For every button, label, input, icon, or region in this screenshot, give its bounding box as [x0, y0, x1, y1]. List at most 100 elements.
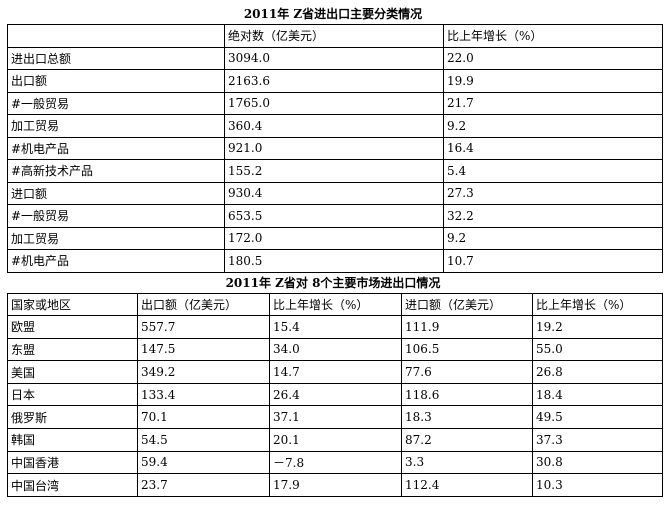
header-cell: 比上年增长（%） — [443, 24, 663, 48]
table-cell: 26.4 — [269, 382, 402, 407]
table-cell: 韩国 — [7, 428, 138, 452]
table-cell: 18.3 — [401, 405, 533, 430]
table-cell: 557.7 — [137, 315, 270, 339]
table-row: 进出口总额 3094.0 22.0 — [7, 46, 663, 70]
table-cell: #一般贸易 — [7, 204, 225, 228]
table-cell: 172.0 — [224, 226, 444, 250]
table-cell: 59.4 — [137, 450, 270, 475]
table-cell: 111.9 — [401, 315, 533, 339]
table-cell: 20.1 — [269, 428, 402, 452]
table-row: #高新技术产品 155.2 5.4 — [7, 159, 663, 183]
table-cell: 出口额 — [7, 69, 225, 93]
table-row: #机电产品 921.0 16.4 — [7, 136, 663, 160]
table-cell: 21.7 — [443, 91, 663, 115]
table-cell: 106.5 — [401, 337, 533, 362]
table-cell: 2163.6 — [224, 69, 444, 93]
table-cell: 中国台湾 — [7, 473, 138, 497]
table-cell: 360.4 — [224, 114, 444, 138]
table-cell: 东盟 — [7, 337, 138, 362]
table-cell: 27.3 — [443, 181, 663, 205]
table-row: 加工贸易 360.4 9.2 — [7, 114, 663, 138]
table-cell: 147.5 — [137, 337, 270, 362]
table-cell: 55.0 — [532, 337, 663, 362]
table2-body: 国家或地区 出口额（亿美元） 比上年增长（%） 进口额（亿美元） 比上年增长（%） 欧盟 5… — [7, 292, 663, 497]
table-cell: 155.2 — [224, 159, 444, 183]
header-cell: 绝对数（亿美元） — [224, 24, 444, 48]
table-cell: 34.0 — [269, 337, 402, 362]
table-cell: 118.6 — [401, 382, 533, 407]
table-cell: 349.2 — [137, 360, 270, 384]
table-cell: 19.9 — [443, 69, 663, 93]
table-row: 进口额 930.4 27.3 — [7, 181, 663, 205]
header-cell: 国家或地区 — [7, 292, 138, 317]
table-cell: 欧盟 — [7, 315, 138, 339]
table-cell: 133.4 — [137, 382, 270, 407]
table-row: 东盟 147.5 34.0 106.5 55.0 — [7, 337, 663, 362]
table-cell: 921.0 — [224, 136, 444, 160]
table-cell: 87.2 — [401, 428, 533, 452]
table-cell: #高新技术产品 — [7, 159, 225, 183]
table-cell: 30.8 — [532, 450, 663, 475]
table-row: 出口额 2163.6 19.9 — [7, 69, 663, 93]
table-cell: 美国 — [7, 360, 138, 384]
header-cell: 比上年增长（%） — [269, 292, 402, 317]
table-row: 俄罗斯 70.1 37.1 18.3 49.5 — [7, 405, 663, 430]
table-cell: 22.0 — [443, 46, 663, 70]
table-cell: 653.5 — [224, 204, 444, 228]
table-cell: 70.1 — [137, 405, 270, 430]
table-cell: 37.1 — [269, 405, 402, 430]
table-row: #一般贸易 1765.0 21.7 — [7, 91, 663, 115]
table-cell: 54.5 — [137, 428, 270, 452]
table-cell: 10.7 — [443, 249, 663, 273]
table-cell: 加工贸易 — [7, 226, 225, 250]
table-row: #机电产品 180.5 10.7 — [7, 249, 663, 273]
table-cell: 16.4 — [443, 136, 663, 160]
table-cell: 17.9 — [269, 473, 402, 497]
table-cell: 26.8 — [532, 360, 663, 384]
table-cell: 14.7 — [269, 360, 402, 384]
table-cell: 3.3 — [401, 450, 533, 475]
table1-title: 2011年 Z省进出口主要分类情况 — [243, 7, 423, 21]
table-cell: 进口额 — [7, 181, 225, 205]
table-cell: 49.5 — [532, 405, 663, 430]
table-cell: 32.2 — [443, 204, 663, 228]
header-cell: 进口额（亿美元） — [401, 292, 533, 317]
table-cell: 日本 — [7, 382, 138, 407]
table2-title: 2011年 Z省对 8个主要市场进出口情况 — [225, 275, 441, 290]
table-cell: 加工贸易 — [7, 114, 225, 138]
table-cell: #机电产品 — [7, 249, 225, 273]
table-cell: 15.4 — [269, 315, 402, 339]
table-cell: 77.6 — [401, 360, 533, 384]
export-import-category-table: 绝对数（亿美元） 比上年增长（%） 进出口总额 3094.0 22.0 出口额 2163.6… — [7, 24, 663, 273]
table-cell: 进出口总额 — [7, 46, 225, 70]
table-cell: 10.3 — [532, 473, 663, 497]
table-cell: 930.4 — [224, 181, 444, 205]
table-row: 欧盟 557.7 15.4 111.9 19.2 — [7, 315, 663, 339]
market-trade-table: 国家或地区 出口额（亿美元） 比上年增长（%） 进口额（亿美元） 比上年增长（%） 欧盟 5… — [7, 292, 663, 497]
header-row: 国家或地区 出口额（亿美元） 比上年增长（%） 进口额（亿美元） 比上年增长（%） — [7, 292, 663, 317]
table-cell: 112.4 — [401, 473, 533, 497]
table-row: 美国 349.2 14.7 77.6 26.8 — [7, 360, 663, 384]
table-cell: #机电产品 — [7, 136, 225, 160]
table-cell: #一般贸易 — [7, 91, 225, 115]
table-cell: 9.2 — [443, 226, 663, 250]
header-cell: 出口额（亿美元） — [137, 292, 270, 317]
table1-body: 绝对数（亿美元） 比上年增长（%） 进出口总额 3094.0 22.0 出口额 2163.6… — [7, 24, 663, 273]
table-row: 日本 133.4 26.4 118.6 18.4 — [7, 382, 663, 407]
table-row: 中国香港 59.4 －7.8 3.3 30.8 — [7, 450, 663, 475]
table-cell: 180.5 — [224, 249, 444, 273]
table-cell: －7.8 — [269, 450, 402, 475]
table-cell: 中国香港 — [7, 450, 138, 475]
header-row: 绝对数（亿美元） 比上年增长（%） — [7, 24, 663, 48]
table-cell: 23.7 — [137, 473, 270, 497]
table-cell: 3094.0 — [224, 46, 444, 70]
table-cell: 19.2 — [532, 315, 663, 339]
table-row: 中国台湾 23.7 17.9 112.4 10.3 — [7, 473, 663, 497]
table-cell: 37.3 — [532, 428, 663, 452]
header-cell: 比上年增长（%） — [532, 292, 663, 317]
table-row: 韩国 54.5 20.1 87.2 37.3 — [7, 428, 663, 452]
table-cell: 18.4 — [532, 382, 663, 407]
table-cell: 1765.0 — [224, 91, 444, 115]
table-cell: 俄罗斯 — [7, 405, 138, 430]
table-row: #一般贸易 653.5 32.2 — [7, 204, 663, 228]
